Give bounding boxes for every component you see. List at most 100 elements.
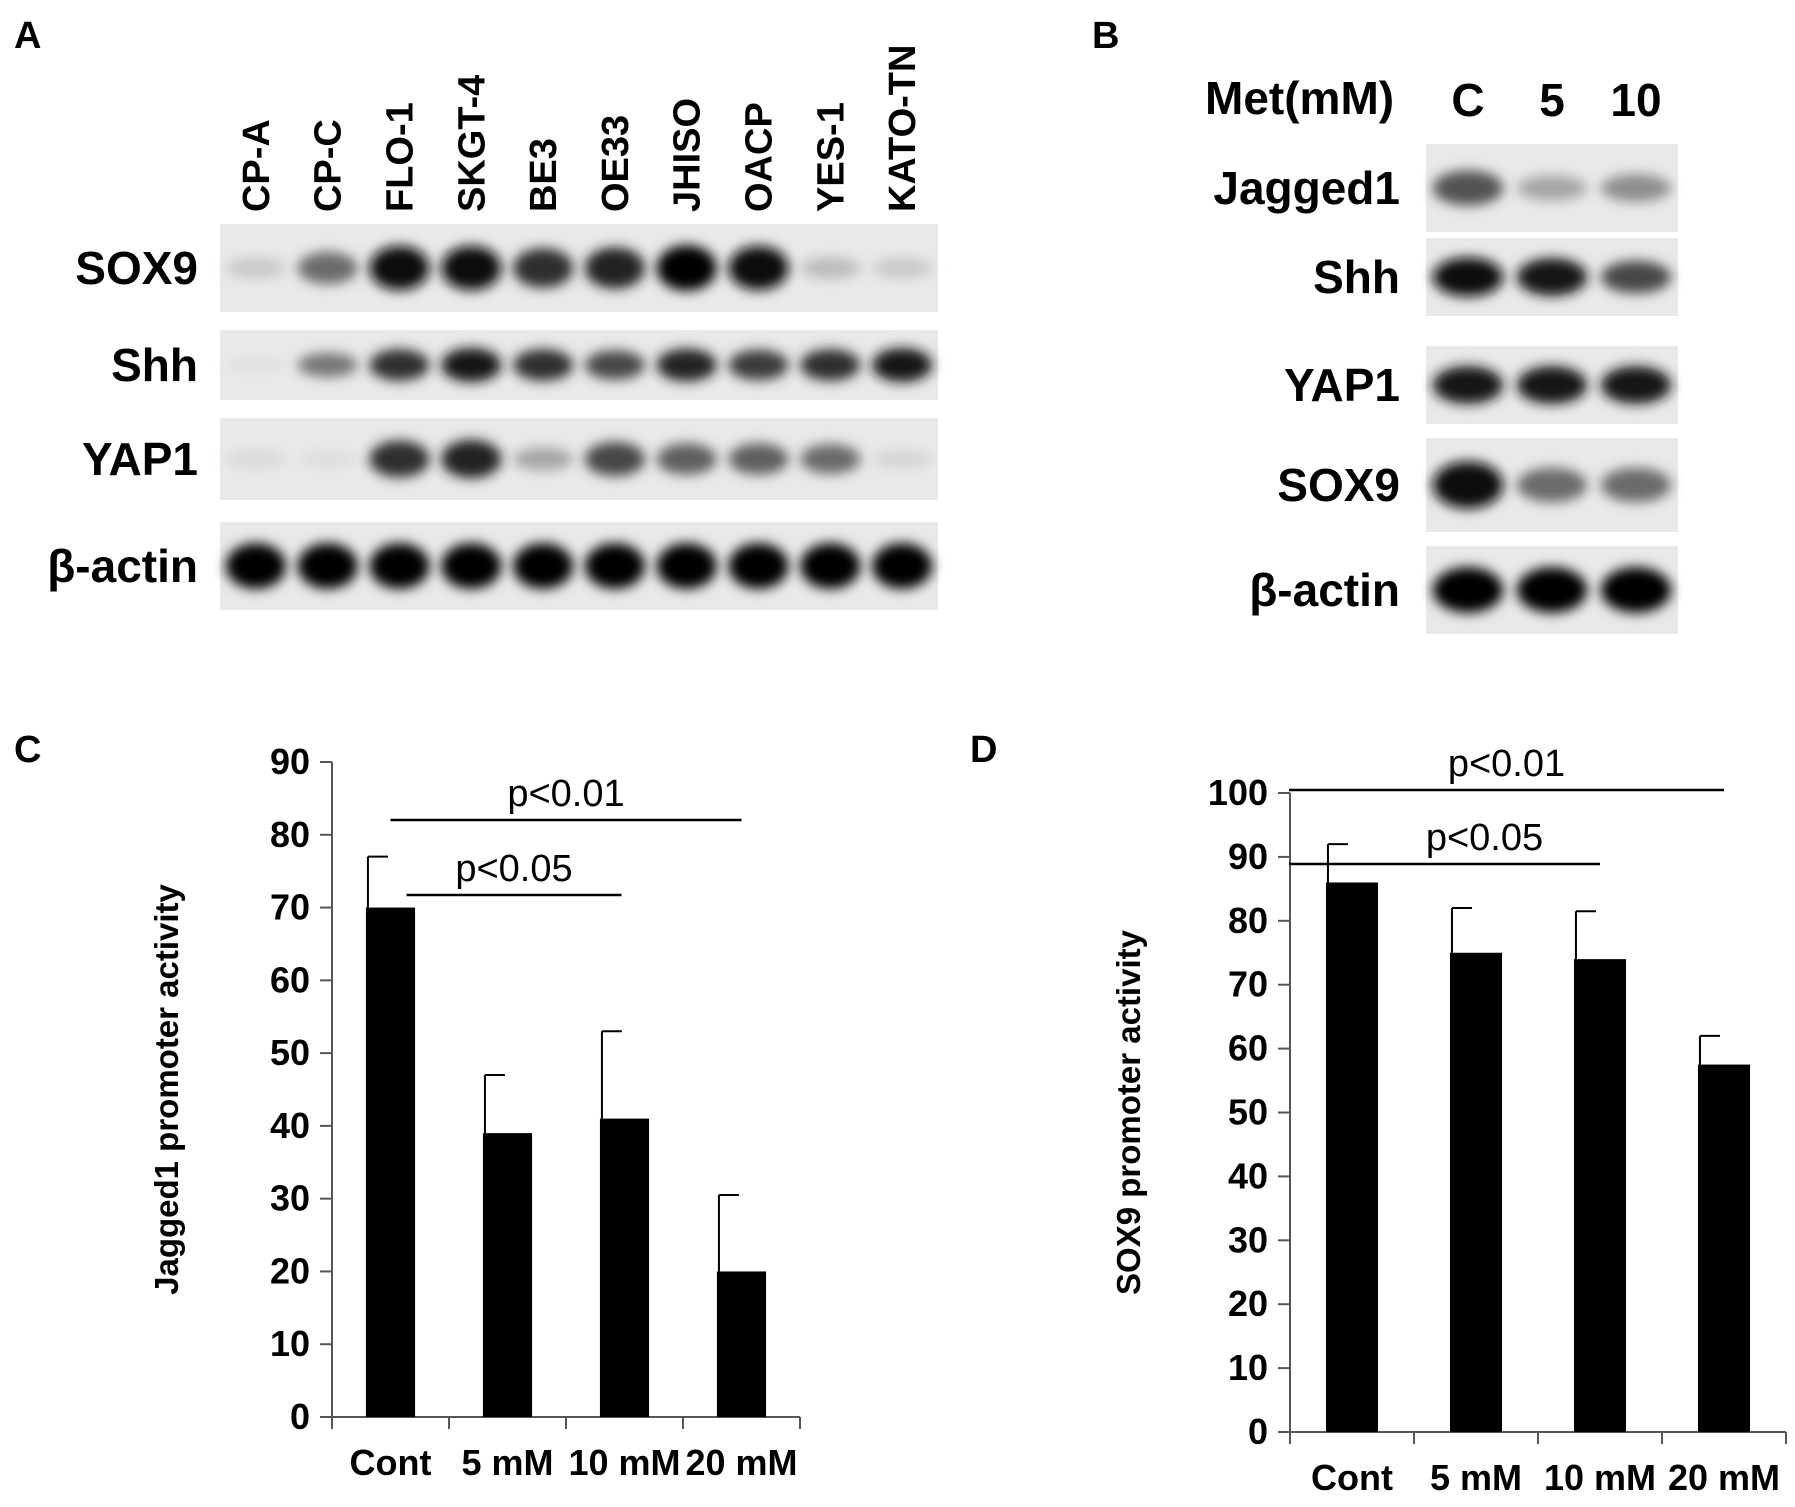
blot-row: YAP1 [82, 418, 938, 500]
panel-b: B Met(mM) C 5 10 Jagged1 Shh YAP1 SOX9 β-actin [1092, 15, 1678, 634]
y-tick-label: 100 [1208, 772, 1268, 813]
panel-b-blot-rows: Jagged1 Shh YAP1 SOX9 β-actin [1213, 144, 1678, 634]
blot-band [871, 543, 933, 589]
blot-band [656, 443, 717, 475]
significance-label: p<0.05 [1426, 817, 1543, 859]
blot-band [1516, 467, 1588, 503]
blot-band [800, 257, 861, 279]
x-tick-label: 5 mM [1430, 1457, 1522, 1498]
bar [1325, 882, 1379, 1432]
blot-band [728, 349, 789, 381]
blot-band [1600, 366, 1672, 404]
lane-label: CP-C [308, 119, 350, 212]
blot-band [225, 543, 287, 589]
y-tick-label: 60 [270, 959, 310, 1000]
blot-band [656, 348, 717, 382]
blot-row-label: Shh [111, 339, 198, 391]
y-tick-label: 40 [270, 1105, 310, 1146]
lane-label: JHISO [667, 98, 709, 212]
blot-band [1516, 258, 1588, 296]
bar [365, 907, 416, 1417]
y-tick-label: 40 [1228, 1155, 1268, 1196]
blot-band [584, 247, 646, 289]
blot-row: β-actin [47, 522, 938, 610]
blot-band [297, 251, 358, 285]
blot-row: SOX9 [75, 224, 938, 312]
y-tick-label: 70 [270, 887, 310, 928]
panel-d-chart: D 0 10 20 30 40 50 60 70 80 90 100 SOX9 promoter ac… [970, 729, 1787, 1498]
y-tick-label: 30 [270, 1178, 310, 1219]
blot-band [871, 347, 933, 383]
blot-band [800, 443, 861, 475]
y-tick-label: 20 [1228, 1283, 1268, 1324]
blot-band [297, 352, 358, 378]
blot-band [1600, 260, 1672, 294]
bar [1697, 1064, 1751, 1432]
lane-label: CP-A [236, 119, 278, 212]
panel-c-letter: C [14, 729, 41, 771]
y-axis-label: SOX9 promoter activity [1110, 929, 1147, 1295]
y-tick-label: 90 [270, 741, 310, 782]
significance-label: p<0.01 [1448, 743, 1565, 785]
blot-row-label: YAP1 [1284, 359, 1400, 411]
bar [1449, 952, 1503, 1432]
blot-band [728, 543, 789, 589]
x-tick-label: 20 mM [685, 1442, 797, 1483]
panel-c-chart: C 0 10 20 30 40 50 60 70 80 90 Jagged1 promoter ac… [14, 729, 801, 1483]
y-tick-label: 70 [1228, 964, 1268, 1005]
lane-label: FLO-1 [380, 102, 422, 212]
blot-band [512, 447, 574, 471]
blot-row-label: SOX9 [1277, 459, 1400, 511]
blot-band [656, 245, 717, 291]
lane-label: 10 [1610, 74, 1661, 126]
x-tick-label: 10 mM [568, 1442, 680, 1483]
blot-band [369, 245, 430, 291]
blot-band [1432, 170, 1504, 206]
blot-band [441, 439, 502, 479]
lane-label: SKGT-4 [451, 75, 493, 212]
blot-row: Shh [1313, 238, 1678, 316]
blot-band [297, 543, 358, 589]
lane-label: YES-1 [810, 102, 852, 212]
blot-band [656, 543, 717, 589]
bar [1573, 959, 1627, 1432]
panel-a-letter: A [14, 15, 41, 57]
blot-band [1432, 567, 1504, 613]
lane-label: 5 [1539, 74, 1565, 126]
blot-band [441, 347, 502, 383]
blot-band [1600, 174, 1672, 202]
blot-band [225, 257, 287, 279]
blot-band [512, 248, 574, 288]
blot-band [1432, 461, 1504, 509]
blot-band [225, 358, 287, 372]
x-tick-label: Cont [350, 1442, 432, 1483]
y-tick-label: 80 [270, 814, 310, 855]
y-tick-label: 0 [290, 1396, 310, 1437]
y-tick-label: 50 [1228, 1092, 1268, 1133]
blot-band [441, 543, 502, 589]
y-tick-label: 80 [1228, 900, 1268, 941]
panel-b-lane-labels: C 5 10 [1451, 74, 1661, 126]
panel-a: A CP-A CP-C FLO-1 SKGT-4 BE3 OE33 JHISO OACP YES… [14, 15, 938, 610]
y-tick-label: 60 [1228, 1028, 1268, 1069]
blot-band [728, 443, 789, 475]
blot-band [512, 349, 574, 381]
blot-band [584, 350, 646, 380]
blot-row: SOX9 [1277, 438, 1678, 532]
blot-row: β-actin [1249, 546, 1678, 634]
panel-a-blot-rows: SOX9 Shh YAP1 β-actin [47, 224, 938, 610]
blot-band [871, 257, 933, 279]
blot-band [512, 543, 574, 589]
bar [716, 1271, 767, 1417]
blot-band [1516, 175, 1588, 201]
significance-label: p<0.05 [455, 848, 572, 890]
y-tick-label: 10 [270, 1323, 310, 1364]
blot-row-label: YAP1 [82, 433, 198, 485]
blot-band [297, 450, 358, 468]
blot-band [1600, 467, 1672, 503]
blot-band [441, 245, 502, 291]
y-tick-label: 0 [1248, 1411, 1268, 1452]
lane-label: KATO-TN [882, 45, 924, 212]
panel-b-letter: B [1092, 15, 1119, 57]
